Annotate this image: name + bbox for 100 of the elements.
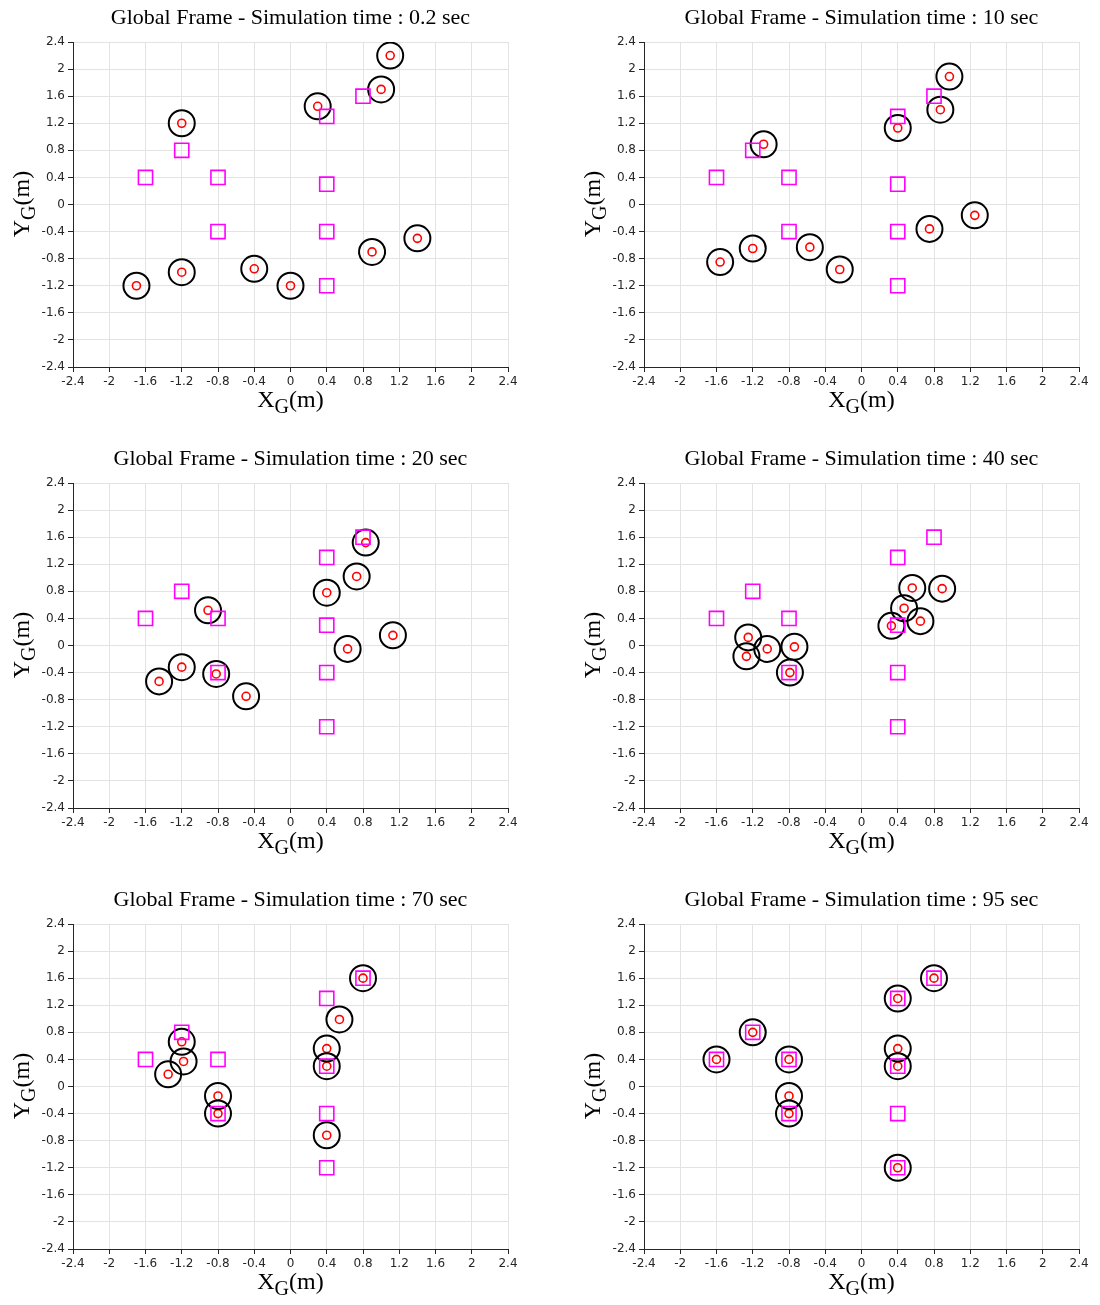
x-tick-label: -1.6 [704,1256,729,1271]
x-axis-title: X$_{G}$(m) [828,386,895,417]
point [318,176,335,193]
y-tick-label: 1.6 [616,529,636,544]
point [358,237,387,266]
x-tick-label: -1.2 [741,815,765,830]
point [312,1034,341,1063]
point [926,88,942,105]
chart-title: Global Frame - Simulation time : 70 sec [112,886,469,912]
point [928,574,957,603]
chart-title: Global Frame - Simulation time : 40 sec [683,445,1040,471]
y-tick-label: -0.8 [41,691,65,706]
y-tick-label: 1.6 [45,970,65,985]
point [318,277,335,294]
point [122,271,151,300]
point [378,621,407,650]
y-tick-label: 1.6 [616,88,636,103]
x-tick-label: 0.4 [317,815,337,830]
point [732,642,761,671]
x-tick-label: 1.6 [425,1256,446,1271]
point [795,233,824,262]
point [318,664,335,681]
x-tick-label: 0.8 [353,1256,373,1271]
y-tick-label: 0 [57,637,65,652]
x-axis-title: X$_{G}$(m) [257,1268,324,1299]
point [738,1018,767,1047]
x-tick-label: 0 [286,1256,295,1271]
y-tick-label: -1.6 [612,745,636,760]
y-tick-label: 1.2 [45,556,65,571]
point [889,176,906,193]
point [169,1047,198,1076]
point [342,562,371,591]
chart-title: Global Frame - Simulation time : 20 sec [112,445,469,471]
point [210,223,226,240]
point [173,583,190,600]
y-tick-label: -2.4 [41,359,65,374]
point [318,990,335,1007]
point [232,682,261,711]
y-tick-label: -1.2 [41,1159,65,1174]
x-tick-label: 1.6 [996,815,1017,830]
x-tick-label: -0.8 [206,815,230,830]
point [167,258,196,287]
y-tick-label: 0 [628,1078,636,1093]
x-tick-label: 2 [467,374,476,389]
x-tick-label: -1.6 [133,815,158,830]
point [775,1099,803,1128]
point [753,634,782,663]
x-tick-label: 0 [857,815,866,830]
x-tick-label: -2 [103,1256,116,1271]
point [935,62,964,91]
y-tick-label: 0.8 [45,583,65,598]
y-tick-label: 0.8 [616,583,636,598]
y-tick-label: 1.6 [45,529,65,544]
point [167,653,196,682]
point [775,658,804,687]
y-tick-label: -2.4 [41,1241,65,1256]
point [367,75,396,104]
point [889,1105,906,1122]
point [906,607,935,636]
y-tick-label: 1.2 [45,115,65,130]
x-tick-label: -2 [674,815,687,830]
point [889,277,906,294]
point [240,254,269,283]
x-tick-label: -0.4 [813,815,837,830]
point [318,617,335,634]
point [877,611,906,640]
y-tick-label: 0.4 [45,610,65,625]
x-tick-label: 1.2 [389,374,409,389]
point [708,169,725,186]
x-tick-label: 0.4 [888,815,908,830]
x-tick-label: 2.4 [498,374,518,389]
point [204,1081,232,1110]
y-tick-label: 2.4 [45,34,65,49]
point [137,1051,154,1068]
x-tick-label: 1.2 [389,815,409,830]
y-tick-label: -0.4 [612,1105,636,1120]
point [960,201,989,230]
x-tick-label: -0.4 [242,374,266,389]
x-tick-label: -1.6 [133,1256,158,1271]
y-tick-label: -2.4 [612,1241,636,1256]
point [883,1153,912,1182]
chart-title: Global Frame - Simulation time : 10 sec [683,4,1040,30]
x-tick-label: 1.2 [960,1256,980,1271]
y-tick-label: 0 [57,1078,65,1093]
x-tick-label: -0.8 [777,374,801,389]
y-tick-label: -0.8 [612,1132,636,1147]
point [303,92,332,121]
x-tick-label: 0 [857,374,866,389]
y-tick-label: -2.4 [612,359,636,374]
y-tick-label: 1.6 [616,970,636,985]
x-tick-label: -1.2 [170,815,194,830]
point [706,248,735,277]
x-tick-label: 0.4 [888,1256,908,1271]
point [926,529,942,546]
y-tick-label: -2 [624,1214,636,1229]
point [318,108,335,125]
point [889,549,906,566]
x-tick-label: -0.4 [813,374,837,389]
y-tick-label: -1.6 [612,1186,636,1201]
y-tick-label: -1.2 [41,718,65,733]
